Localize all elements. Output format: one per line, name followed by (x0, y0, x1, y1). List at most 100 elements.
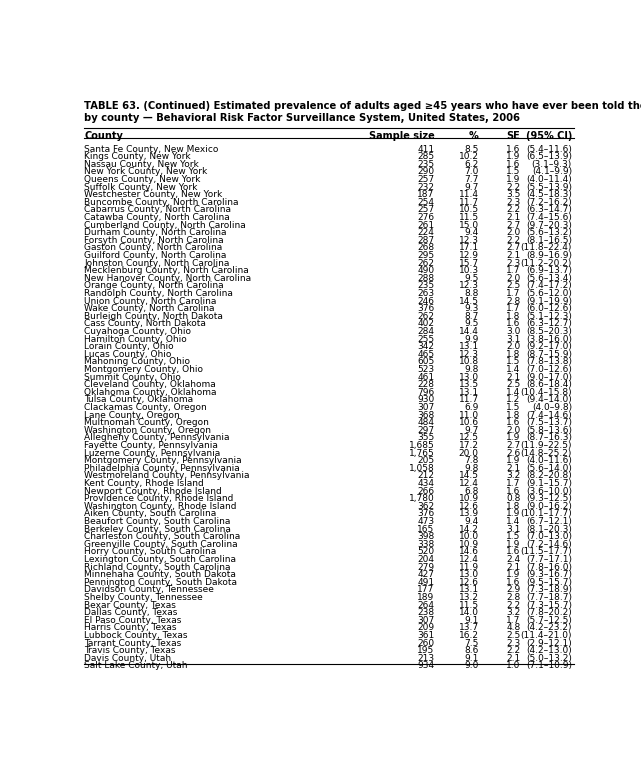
Text: 257: 257 (417, 175, 435, 184)
Text: Bexar County, Texas: Bexar County, Texas (84, 600, 176, 610)
Text: Nassau County, New York: Nassau County, New York (84, 160, 199, 169)
Text: 9.1: 9.1 (465, 616, 479, 625)
Text: (5.0–13.2): (5.0–13.2) (526, 654, 572, 663)
Text: 1.6: 1.6 (506, 487, 520, 495)
Text: Greenville County, South Carolina: Greenville County, South Carolina (84, 539, 238, 549)
Text: Westchester County, New York: Westchester County, New York (84, 190, 222, 199)
Text: Cuyahoga County, Ohio: Cuyahoga County, Ohio (84, 327, 191, 336)
Text: Durham County, North Carolina: Durham County, North Carolina (84, 229, 227, 237)
Text: 209: 209 (417, 623, 435, 632)
Text: 9.7: 9.7 (465, 183, 479, 192)
Text: 1,058: 1,058 (409, 464, 435, 472)
Text: (7.8–13.8): (7.8–13.8) (526, 357, 572, 367)
Text: 257: 257 (417, 206, 435, 214)
Text: (95% CI): (95% CI) (526, 131, 572, 141)
Text: Horry County, South Carolina: Horry County, South Carolina (84, 547, 217, 556)
Text: (4.1–9.9): (4.1–9.9) (532, 168, 572, 177)
Text: 1.4: 1.4 (506, 517, 520, 526)
Text: 262: 262 (418, 312, 435, 321)
Text: Randolph County, North Carolina: Randolph County, North Carolina (84, 289, 233, 298)
Text: 12.4: 12.4 (459, 479, 479, 488)
Text: 2.7: 2.7 (506, 221, 520, 229)
Text: Hamilton County, Ohio: Hamilton County, Ohio (84, 335, 187, 344)
Text: Lexington County, South Carolina: Lexington County, South Carolina (84, 555, 236, 564)
Text: 288: 288 (417, 274, 435, 283)
Text: Dallas County, Texas: Dallas County, Texas (84, 608, 178, 617)
Text: Catawba County, North Carolina: Catawba County, North Carolina (84, 213, 230, 222)
Text: 204: 204 (418, 555, 435, 564)
Text: 212: 212 (418, 472, 435, 480)
Text: Beaufort County, South Carolina: Beaufort County, South Carolina (84, 517, 231, 526)
Text: 398: 398 (417, 532, 435, 541)
Text: 2.2: 2.2 (506, 600, 520, 610)
Text: (4.2–23.2): (4.2–23.2) (526, 623, 572, 632)
Text: 1.6: 1.6 (506, 578, 520, 587)
Text: (9.1–15.7): (9.1–15.7) (526, 479, 572, 488)
Text: 263: 263 (417, 289, 435, 298)
Text: 12.4: 12.4 (459, 555, 479, 564)
Text: (3.1–9.3): (3.1–9.3) (532, 160, 572, 169)
Text: Montgomery County, Ohio: Montgomery County, Ohio (84, 365, 203, 374)
Text: (5.5–13.9): (5.5–13.9) (526, 183, 572, 192)
Text: 491: 491 (417, 578, 435, 587)
Text: Luzerne County, Pennsylvania: Luzerne County, Pennsylvania (84, 449, 221, 458)
Text: (7.8–16.0): (7.8–16.0) (526, 562, 572, 572)
Text: 3.2: 3.2 (506, 472, 520, 480)
Text: (6.0–12.6): (6.0–12.6) (526, 304, 572, 313)
Text: 2.9: 2.9 (506, 585, 520, 594)
Text: 1.7: 1.7 (506, 479, 520, 488)
Text: 8.6: 8.6 (465, 646, 479, 655)
Text: 2.6: 2.6 (506, 449, 520, 458)
Text: 1.9: 1.9 (506, 434, 520, 443)
Text: 13.5: 13.5 (459, 380, 479, 389)
Text: 213: 213 (417, 654, 435, 663)
Text: (7.5–13.7): (7.5–13.7) (526, 418, 572, 427)
Text: (8.7–16.3): (8.7–16.3) (526, 434, 572, 443)
Text: 20.0: 20.0 (459, 449, 479, 458)
Text: 1.6: 1.6 (506, 547, 520, 556)
Text: 1.4: 1.4 (506, 365, 520, 374)
Text: 368: 368 (417, 411, 435, 420)
Text: Lubbock County, Texas: Lubbock County, Texas (84, 631, 188, 640)
Text: (9.2–17.0): (9.2–17.0) (526, 342, 572, 351)
Text: 4.8: 4.8 (506, 623, 520, 632)
Text: 1.2: 1.2 (506, 395, 520, 405)
Text: 11.7: 11.7 (459, 198, 479, 207)
Text: 10.3: 10.3 (459, 266, 479, 275)
Text: (9.3–16.7): (9.3–16.7) (526, 570, 572, 579)
Text: 6.9: 6.9 (465, 403, 479, 412)
Text: Sample size: Sample size (369, 131, 435, 141)
Text: 9.4: 9.4 (465, 517, 479, 526)
Text: 14.5: 14.5 (459, 472, 479, 480)
Text: 254: 254 (418, 198, 435, 207)
Text: 3.2: 3.2 (506, 608, 520, 617)
Text: (7.0–12.6): (7.0–12.6) (526, 365, 572, 374)
Text: (2.9–12.1): (2.9–12.1) (526, 639, 572, 648)
Text: 1.5: 1.5 (506, 357, 520, 367)
Text: 13.1: 13.1 (459, 342, 479, 351)
Text: (8.7–15.9): (8.7–15.9) (526, 350, 572, 359)
Text: (11.9–22.5): (11.9–22.5) (520, 441, 572, 450)
Text: 9.5: 9.5 (465, 274, 479, 283)
Text: 195: 195 (417, 646, 435, 655)
Text: 295: 295 (417, 251, 435, 260)
Text: 520: 520 (417, 547, 435, 556)
Text: 2.8: 2.8 (506, 593, 520, 602)
Text: 12.3: 12.3 (459, 350, 479, 359)
Text: 2.2: 2.2 (506, 236, 520, 245)
Text: Davis County, Utah: Davis County, Utah (84, 654, 171, 663)
Text: 9.9: 9.9 (465, 335, 479, 344)
Text: Berkeley County, South Carolina: Berkeley County, South Carolina (84, 524, 231, 533)
Text: Union County, North Carolina: Union County, North Carolina (84, 296, 217, 306)
Text: 14.2: 14.2 (459, 524, 479, 533)
Text: 361: 361 (417, 631, 435, 640)
Text: 228: 228 (418, 380, 435, 389)
Text: Burleigh County, North Dakota: Burleigh County, North Dakota (84, 312, 223, 321)
Text: 262: 262 (418, 258, 435, 267)
Text: Forsyth County, North Carolina: Forsyth County, North Carolina (84, 236, 224, 245)
Text: 1,765: 1,765 (409, 449, 435, 458)
Text: (7.3–18.9): (7.3–18.9) (526, 585, 572, 594)
Text: Kings County, New York: Kings County, New York (84, 152, 191, 162)
Text: 605: 605 (417, 357, 435, 367)
Text: 1.6: 1.6 (506, 160, 520, 169)
